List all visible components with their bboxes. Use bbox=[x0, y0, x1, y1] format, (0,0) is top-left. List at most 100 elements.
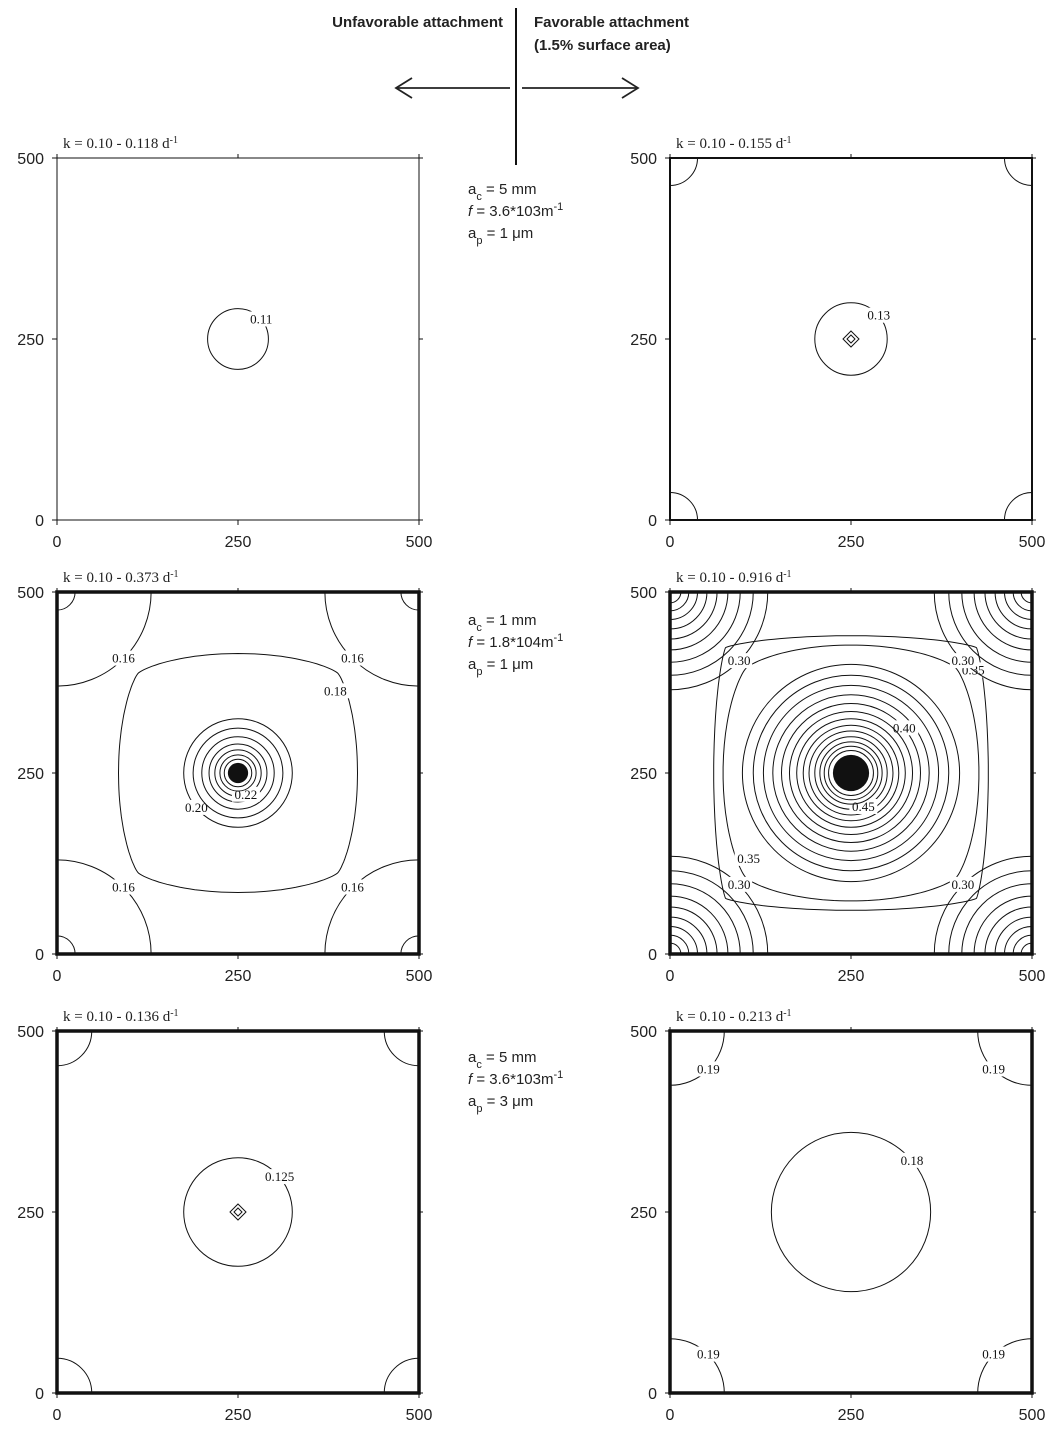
peak-marker bbox=[229, 1203, 247, 1221]
contour-label: 0.11 bbox=[250, 311, 272, 326]
contour-lines: 0.18 0.19 0.19 0.19 0.19 bbox=[670, 1031, 1032, 1393]
contour-panel-unfavorable-row2: 0.180.200.220.16 0.160.16 0.16k = 0.10 - 0… bbox=[17, 569, 433, 986]
y-tick-label: 500 bbox=[17, 585, 44, 602]
x-tick-label: 500 bbox=[406, 1407, 433, 1424]
contour-label: 0.19 bbox=[982, 1347, 1005, 1362]
contour-line bbox=[823, 745, 879, 801]
contour-lines: 0.125 bbox=[57, 1031, 419, 1393]
contour-line bbox=[808, 730, 894, 816]
contour-label: 0.16 bbox=[341, 651, 364, 666]
contour-line bbox=[201, 736, 275, 810]
contour-lines: 0.13 bbox=[670, 158, 1032, 520]
param-block-row3: ac = 5 mm f = 3.6*103m-1 ap = 3 μm bbox=[468, 1049, 563, 1115]
param-ap: ap = 1 μm bbox=[468, 656, 533, 678]
contour-lines: 0.11 bbox=[207, 308, 276, 370]
x-tick-label: 0 bbox=[666, 1407, 675, 1424]
contour-label: 0.18 bbox=[324, 683, 347, 698]
contour-line bbox=[219, 754, 257, 792]
contour-label: 0.30 bbox=[952, 653, 975, 668]
x-tick-label: 500 bbox=[1019, 968, 1046, 985]
peak-fill bbox=[227, 762, 249, 784]
param-block-row2: ac = 1 mm f = 1.8*104m-1 ap = 1 μm bbox=[468, 612, 563, 678]
y-tick-label: 0 bbox=[35, 1386, 44, 1403]
x-tick-label: 250 bbox=[838, 1407, 865, 1424]
contour-line bbox=[183, 1157, 293, 1267]
contour-panel-unfavorable-row3: 0.125 k = 0.10 - 0.136 d-1 0 250 500 0 250 500 bbox=[17, 1008, 433, 1425]
contour-line bbox=[752, 674, 950, 872]
plot-frame bbox=[668, 1029, 1034, 1395]
plot-frame bbox=[55, 1029, 421, 1395]
param-block-row1: ac = 5 mm f = 3.6*103m-1 ap = 1 μm bbox=[468, 181, 563, 247]
x-tick-label: 500 bbox=[1019, 534, 1046, 551]
contour-label: 0.45 bbox=[852, 799, 875, 814]
y-tick-label: 250 bbox=[17, 332, 44, 349]
y-tick-label: 500 bbox=[17, 1024, 44, 1041]
x-tick-label: 0 bbox=[53, 534, 62, 551]
y-tick-label: 0 bbox=[35, 513, 44, 530]
panel-title: k = 0.10 - 0.373 d-1 bbox=[63, 569, 179, 587]
contour-line bbox=[828, 750, 874, 796]
y-tick-label: 250 bbox=[17, 1205, 44, 1222]
contour-label: 0.19 bbox=[982, 1061, 1005, 1076]
y-tick-label: 500 bbox=[630, 585, 657, 602]
y-tick-label: 0 bbox=[648, 947, 657, 964]
peak-marker bbox=[233, 1207, 243, 1217]
panel-title: k = 0.10 - 0.118 d-1 bbox=[63, 135, 178, 153]
x-tick-label: 500 bbox=[406, 968, 433, 985]
param-f: f = 1.8*104m-1 bbox=[468, 632, 563, 651]
y-tick-label: 250 bbox=[17, 766, 44, 783]
favorable-attachment-label: Favorable attachment bbox=[534, 14, 689, 31]
param-ac: ac = 5 mm bbox=[468, 181, 536, 203]
contour-line bbox=[780, 702, 922, 844]
contour-label: 0.30 bbox=[728, 877, 751, 892]
param-ap: ap = 1 μm bbox=[468, 225, 533, 247]
x-tick-label: 250 bbox=[225, 534, 252, 551]
left-arrow-icon bbox=[394, 77, 510, 99]
contour-line bbox=[770, 1131, 932, 1293]
contour-line bbox=[762, 684, 940, 862]
param-f: f = 3.6*103m-1 bbox=[468, 201, 563, 220]
x-tick-label: 250 bbox=[838, 968, 865, 985]
contour-line bbox=[223, 758, 253, 788]
contour-line bbox=[741, 663, 961, 883]
peak-fill bbox=[832, 754, 870, 792]
x-tick-label: 0 bbox=[666, 968, 675, 985]
contour-label: 0.19 bbox=[697, 1347, 720, 1362]
panel-title: k = 0.10 - 0.213 d-1 bbox=[676, 1008, 792, 1026]
contour-line bbox=[788, 710, 914, 836]
contour-line bbox=[772, 694, 930, 852]
contour-label: 0.19 bbox=[697, 1061, 720, 1076]
favorable-attachment-sublabel: (1.5% surface area) bbox=[534, 37, 671, 54]
plot-frame bbox=[669, 157, 1033, 521]
figure-header: Unfavorable attachment Favorable attachm… bbox=[332, 8, 689, 165]
contour-line bbox=[117, 652, 359, 894]
contour-label: 0.30 bbox=[952, 877, 975, 892]
contour-line bbox=[208, 743, 268, 803]
peak-marker bbox=[846, 334, 856, 344]
y-tick-label: 250 bbox=[630, 332, 657, 349]
contour-label: 0.16 bbox=[341, 879, 364, 894]
x-tick-label: 250 bbox=[225, 968, 252, 985]
y-tick-label: 0 bbox=[648, 513, 657, 530]
right-arrow-icon bbox=[522, 77, 640, 99]
contour-panel-favorable-row2: 0.350.350.400.450.30 0.300.30 0.30k = 0.10… bbox=[630, 569, 1046, 986]
x-tick-label: 250 bbox=[225, 1407, 252, 1424]
x-tick-label: 0 bbox=[53, 1407, 62, 1424]
contour-line bbox=[192, 727, 284, 819]
x-tick-label: 500 bbox=[406, 534, 433, 551]
plot-frame bbox=[56, 157, 420, 521]
contour-panel-unfavorable-row1: 0.11 k = 0.10 - 0.118 d-1 0 250 500 0 250 500 bbox=[17, 135, 432, 552]
contour-line bbox=[802, 724, 900, 822]
param-f: f = 3.6*103m-1 bbox=[468, 1069, 563, 1088]
y-tick-label: 0 bbox=[35, 947, 44, 964]
contour-panels: 0.11k = 0.10 - 0.118 d-10 250 50002505000.… bbox=[17, 135, 1046, 1425]
contour-label: 0.16 bbox=[112, 879, 135, 894]
panel-title: k = 0.10 - 0.155 d-1 bbox=[676, 135, 792, 153]
peak-marker bbox=[842, 330, 860, 348]
contour-label: 0.35 bbox=[737, 851, 760, 866]
panel-title: k = 0.10 - 0.136 d-1 bbox=[63, 1008, 179, 1026]
y-tick-label: 0 bbox=[648, 1386, 657, 1403]
y-tick-label: 250 bbox=[630, 1205, 657, 1222]
contour-line bbox=[183, 718, 293, 828]
